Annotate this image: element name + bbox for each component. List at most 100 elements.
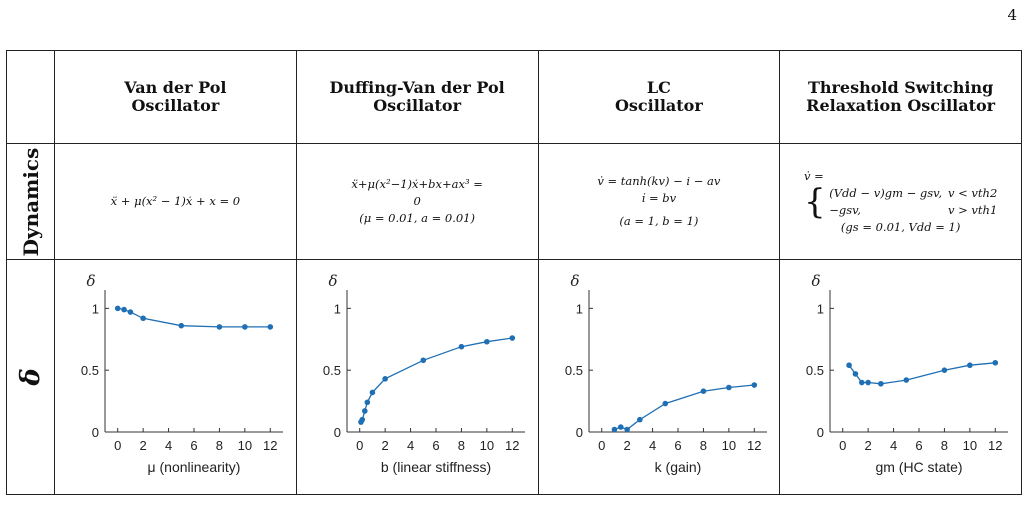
data-point [967,362,973,368]
dynamics-row-label: Dynamics [18,147,43,256]
x-tick-label: 12 [505,438,519,453]
data-point [661,400,668,407]
x-tick-label: 4 [165,438,172,453]
header-line: Van der Pol [124,78,227,98]
y-tick-label: 0 [817,425,824,440]
data-point [178,322,185,329]
x-axis-label: k (gain) [654,459,701,475]
data-point [992,359,999,366]
case-condition: v > vth1 [947,202,998,217]
x-tick-label: 8 [216,438,223,453]
data-point [878,380,884,387]
dynamics-row-label-cell: Dynamics [6,143,55,260]
cases: (Vdd − v)gm − gsv, v < vth2 −gsv, v > vt… [829,185,997,219]
data-point [114,305,121,312]
x-tick-label: 10 [479,438,493,453]
x-tick-label: 8 [699,438,706,453]
header-line: Oscillator [131,96,220,116]
plot-cell-duffing: 0 0.5 1 0 2 4 6 8 10 12 δ b (linear stiffness) [295,258,539,496]
oscillator-comparison-table: Van der Pol Oscillator Duffing-Van der P… [6,49,1022,496]
x-tick-label: 0 [598,438,605,453]
y-tick-label: 0 [575,425,582,440]
y-tick-label: 1 [92,301,99,316]
data-point [623,426,630,433]
data-point [859,379,865,386]
data-point [846,362,853,368]
dynamics-van-der-pol: ẍ + μ(x² − 1)ẋ + x = 0 [54,143,297,260]
y-axis-label: δ [570,272,579,290]
data-point [361,408,368,414]
data-point [941,367,948,373]
data-point [382,375,388,382]
dynamics-lc: v̇ = tanh(kv) − i − av i̇ = bv (a = 1, b… [537,143,781,260]
data-point [903,377,910,383]
data-point [216,324,223,330]
data-point [865,379,872,386]
data-point [611,426,617,433]
dynamics-threshold-switching: v̇ = { (Vdd − v)gm − gsv, v < vth2 −gsv,… [779,143,1022,260]
data-point [750,382,757,388]
data-point [242,324,248,330]
piecewise-equation: v̇ = { (Vdd − v)gm − gsv, v < vth2 −gsv,… [804,168,997,236]
header-line: Relaxation Oscillator [806,96,996,116]
header-line: Threshold Switching [807,78,994,98]
x-tick-label: 12 [263,438,277,453]
header-line: Oscillator [373,96,462,116]
data-point [700,388,706,394]
delta-row-label: δ [15,368,46,386]
data-point [617,424,624,430]
y-tick-label: 0.5 [323,363,341,378]
x-tick-label: 2 [381,438,388,453]
x-tick-label: 6 [674,438,681,453]
header-lc: LC Oscillator [537,49,781,145]
header-line: Oscillator [614,96,703,116]
equation: v̇ = [803,168,824,183]
case-row: −gsv, v > vth1 [829,202,997,219]
x-tick-label: 12 [988,438,1002,453]
case-row: (Vdd − v)gm − gsv, v < vth2 [829,185,997,202]
y-tick-label: 0 [92,425,99,440]
y-tick-label: 1 [334,301,341,316]
x-tick-label: 6 [190,438,197,453]
header-duffing-van-der-pol: Duffing-Van der Pol Oscillator [295,49,539,145]
data-point [420,357,426,364]
y-tick-label: 0.5 [81,363,99,378]
x-tick-label: 2 [865,438,872,453]
data-point [267,324,274,330]
series-line [613,384,754,431]
x-tick-label: 0 [356,438,363,453]
data-point [364,399,370,406]
x-tick-label: 10 [963,438,977,453]
x-tick-label: 10 [721,438,735,453]
x-tick-label: 8 [941,438,948,453]
equation: i̇ = bv [641,191,677,206]
x-axis-label: b (linear stiffness) [381,459,491,475]
x-tick-label: 4 [648,438,655,453]
dynamics-row: Dynamics ẍ + μ(x² − 1)ẋ + x = 0 ẍ+μ(x²−1… [6,143,1022,260]
data-point [636,416,643,423]
y-axis-label: δ [812,272,821,290]
header-line: Duffing-Van der Pol [329,78,505,98]
delta-row: δ 0 0.5 1 0 2 4 6 8 10 12 δ μ (nonlinearity) 0 0.5 1 0… [6,258,1022,496]
x-tick-label: 6 [916,438,923,453]
plot-cell-van-der-pol: 0 0.5 1 0 2 4 6 8 10 12 δ μ (nonlinearity) [54,258,297,496]
delta-row-label-cell: δ [6,258,55,496]
equation: 0 [413,194,421,209]
x-tick-label: 0 [114,438,121,453]
header-row: Van der Pol Oscillator Duffing-Van der P… [6,49,1022,145]
x-tick-label: 2 [140,438,147,453]
x-tick-label: 10 [238,438,252,453]
x-axis-label: μ (nonlinearity) [148,459,241,475]
x-axis-label: gm (HC state) [876,459,963,475]
y-tick-label: 0 [334,425,341,440]
case-condition: v < vth2 [947,185,998,200]
data-point [509,335,515,341]
equation: v̇ = tanh(kv) − i − av [597,174,721,189]
data-point [359,416,365,423]
x-tick-label: 2 [623,438,630,453]
x-tick-label: 0 [839,438,846,453]
